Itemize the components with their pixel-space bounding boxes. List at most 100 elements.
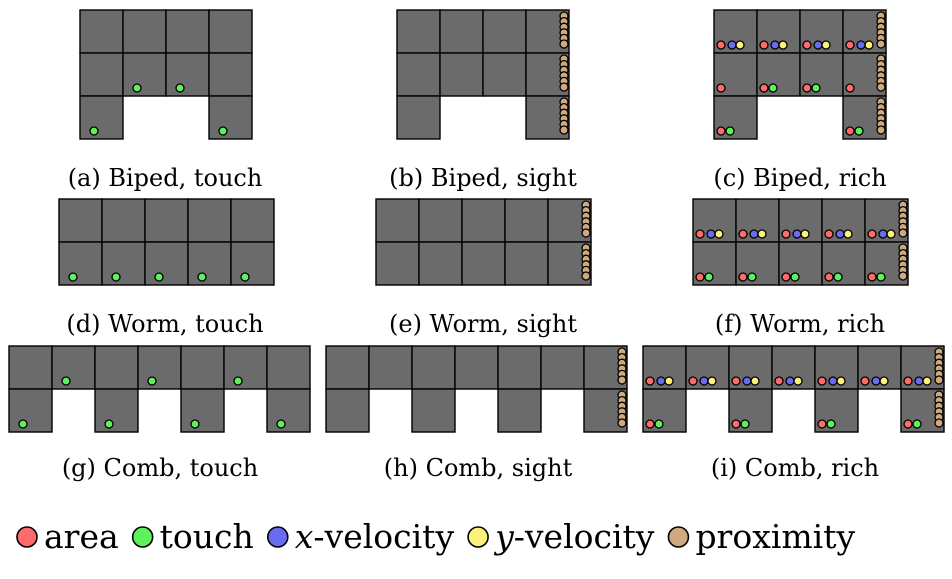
voxel [540, 345, 585, 390]
touch-sensor [240, 272, 250, 282]
voxel-cell [325, 345, 370, 390]
proximity-swatch [667, 526, 690, 548]
voxel [504, 241, 549, 286]
voxel-cell [8, 345, 53, 390]
panel-caption: (h) Comb, sight [384, 454, 573, 482]
area-sensor [731, 376, 741, 386]
voxel-cell [79, 9, 124, 54]
voxel-cell [325, 388, 370, 433]
voxel [266, 345, 311, 390]
area-sensor [867, 229, 877, 239]
voxel-cell [58, 241, 103, 286]
proximity-sensor [934, 375, 944, 385]
voxel [208, 52, 253, 97]
voxel-cell [821, 198, 866, 243]
voxel-cell [94, 388, 139, 433]
proximity-sensor [617, 375, 627, 385]
voxel [814, 388, 859, 433]
x-velocity-sensor [871, 376, 881, 386]
legend-item-y_velocity: y-velocity [467, 517, 655, 556]
area-sensor [688, 376, 698, 386]
panel-caption: (c) Biped, rich [713, 164, 886, 192]
x-velocity-sensor [813, 40, 823, 50]
touch-sensor [725, 126, 735, 136]
voxel-cell [266, 388, 311, 433]
voxel-cell [439, 52, 484, 97]
voxel [230, 241, 275, 286]
voxel [482, 9, 527, 54]
voxel-cell [525, 52, 570, 97]
proximity-sensor [876, 125, 886, 135]
voxel-cell [180, 388, 225, 433]
legend-label: touch [160, 517, 254, 556]
area-sensor [860, 376, 870, 386]
y-velocity-sensor [793, 376, 803, 386]
touch-sensor [276, 419, 286, 429]
voxel-cell [642, 388, 687, 433]
legend-label: x-velocity [295, 517, 455, 556]
panel-f: (f) Worm, rich [692, 198, 909, 338]
voxel-cell [735, 241, 780, 286]
touch-sensor [104, 419, 114, 429]
voxel-cell [685, 345, 730, 390]
y-velocity-sensor [750, 376, 760, 386]
proximity-sensor [581, 228, 591, 238]
area-sensor [903, 419, 913, 429]
proximity-sensor [581, 271, 591, 281]
voxel-cell [101, 241, 146, 286]
voxel-cell [8, 388, 53, 433]
y-velocity-sensor [778, 40, 788, 50]
voxel-cell [58, 198, 103, 243]
voxel [799, 52, 844, 97]
touch-sensor [197, 272, 207, 282]
voxel [208, 9, 253, 54]
y-velocity-sensor [821, 40, 831, 50]
voxel [223, 345, 268, 390]
legend-item-x_velocity: x-velocity [266, 517, 455, 556]
area-sensor [824, 272, 834, 282]
panel-d: (d) Worm, touch [58, 198, 275, 338]
voxel [144, 198, 189, 243]
touch-sensor [704, 272, 714, 282]
voxel [497, 345, 542, 390]
voxel-cell [165, 9, 210, 54]
legend-item-area: area [16, 517, 119, 556]
voxel-cell [396, 95, 441, 140]
touch-sensor [89, 126, 99, 136]
voxel-cell [144, 198, 189, 243]
panel-b: (b) Biped, sight [389, 9, 577, 192]
touch-sensor [876, 272, 886, 282]
voxel-cell [497, 388, 542, 433]
voxel [79, 95, 124, 140]
voxel [94, 388, 139, 433]
legend-item-proximity: proximity [667, 517, 855, 556]
voxel [497, 388, 542, 433]
y_velocity-swatch [467, 526, 489, 548]
touch-sensor [18, 419, 28, 429]
voxel-cell [482, 9, 527, 54]
voxel [230, 198, 275, 243]
voxel [165, 52, 210, 97]
touch-sensor [175, 83, 185, 93]
voxel-cell [51, 345, 96, 390]
voxel-cell [208, 9, 253, 54]
x-velocity-sensor [792, 229, 802, 239]
voxel-cell [165, 52, 210, 97]
area-sensor [716, 83, 726, 93]
voxel-cell [728, 345, 773, 390]
voxel-cell [713, 9, 758, 54]
legend-item-touch: touch [131, 517, 254, 556]
panel-i: (i) Comb, rich [642, 345, 945, 482]
voxel-cell [461, 198, 506, 243]
voxel [187, 241, 232, 286]
voxel-cell [266, 345, 311, 390]
y-velocity-sensor [843, 229, 853, 239]
legend-label: proximity [695, 517, 855, 556]
x-velocity-sensor [835, 229, 845, 239]
panel-caption: (f) Worm, rich [715, 310, 885, 338]
proximity-sensor [559, 39, 569, 49]
voxel-cell [842, 9, 887, 54]
voxel-cell [583, 345, 628, 390]
voxel [94, 345, 139, 390]
